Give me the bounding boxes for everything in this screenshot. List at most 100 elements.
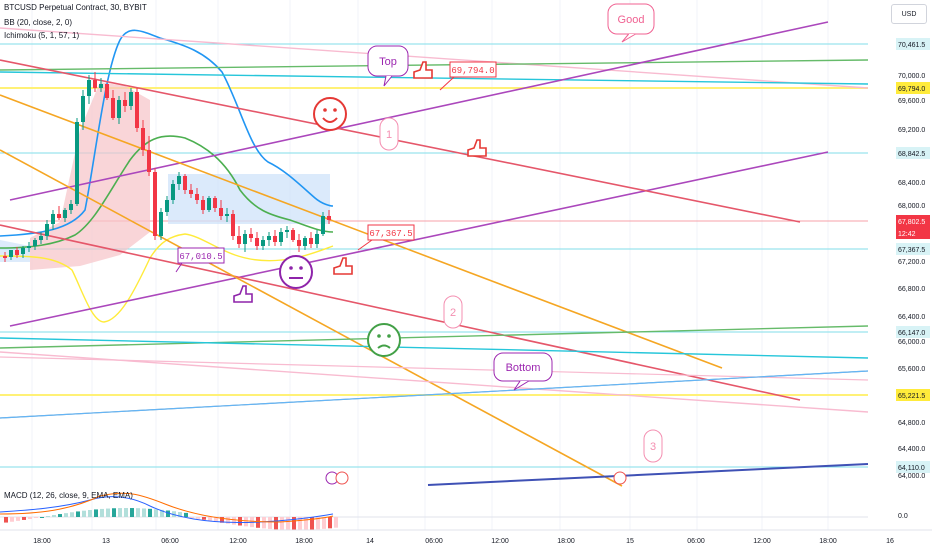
time-tick-label: 18:00 — [819, 538, 837, 545]
price-tick-label: 66,400.0 — [898, 314, 925, 321]
macd-histogram-bar — [208, 517, 212, 521]
neutral-face-icon-eye — [299, 266, 303, 270]
candle-body — [273, 236, 277, 242]
price-label-69794-box — [449, 61, 497, 78]
macd-histogram-bar — [268, 517, 272, 529]
trend-line — [0, 356, 869, 381]
callout-2-text: 2 — [450, 307, 456, 319]
candle-body — [303, 238, 307, 246]
candle-body — [201, 200, 205, 210]
candle-body — [27, 246, 31, 248]
price-tag-box — [896, 243, 930, 255]
candle-body — [327, 216, 331, 220]
macd-histogram-bar — [304, 517, 308, 530]
candle-body — [93, 80, 97, 88]
price-label-67010-text: 67,010.5 — [179, 252, 222, 262]
price-tag-label: 67,802.5 — [898, 219, 925, 226]
macd-histogram-bar — [16, 517, 20, 521]
price-tick-label: 67,200.0 — [898, 259, 925, 266]
legend-ichimoku[interactable]: Ichimoku (5, 1, 57, 1) — [4, 31, 80, 40]
candle-body — [159, 212, 163, 236]
bb-basis-line — [0, 135, 334, 249]
candle-body — [183, 176, 187, 190]
price-tag-box — [896, 82, 930, 94]
time-tick-label: 12:00 — [491, 538, 509, 545]
trend-line — [0, 59, 801, 223]
price-tag-label: 12:42 — [898, 231, 916, 238]
smile-face-icon-eye — [323, 108, 327, 112]
candle-body — [141, 128, 145, 150]
callout-bottom-tail — [513, 380, 530, 391]
candle-body — [321, 216, 325, 234]
callout-2-box — [443, 295, 463, 329]
price-label-69794-text: 69,794.0 — [451, 66, 494, 76]
legend-symbol[interactable]: BTCUSD Perpetual Contract, 30, BYBIT — [4, 3, 147, 12]
worried-face-icon-mouth — [377, 344, 391, 349]
candle-body — [45, 224, 49, 236]
price-label-67367-pointer — [357, 239, 373, 251]
worried-face-icon-eye — [377, 334, 381, 338]
callout-1-box — [379, 117, 399, 151]
price-tick-label: 65,600.0 — [898, 366, 925, 373]
macd-histogram-bar — [202, 517, 206, 520]
candle-body — [63, 210, 67, 218]
currency-button[interactable]: USD — [891, 4, 927, 24]
macd-histogram-bar — [88, 510, 92, 517]
neutral-face-icon — [279, 255, 313, 289]
time-tick-label: 13 — [102, 538, 110, 545]
trend-line — [0, 325, 869, 349]
macd-histogram-bar — [148, 508, 152, 517]
macd-histogram-bar — [226, 517, 230, 524]
bb-upper-line — [0, 29, 334, 237]
macd-histogram-bar — [172, 511, 176, 517]
price-tag-box — [896, 38, 930, 50]
candle-body — [291, 230, 295, 240]
price-tag-label: 66,147.0 — [898, 330, 925, 337]
trend-line — [0, 149, 623, 487]
candle-body — [237, 236, 241, 244]
candle-body — [105, 84, 109, 98]
macd-histogram-bar — [142, 508, 146, 517]
macd-histogram-bar — [64, 513, 68, 517]
candle-body — [129, 92, 133, 106]
macd-histogram-bar — [214, 517, 218, 522]
legend-bb[interactable]: BB (20, close, 2, 0) — [4, 18, 73, 27]
macd-histogram-bar — [34, 517, 38, 518]
macd-histogram-bar — [196, 517, 200, 519]
price-tag-label: 68,842.5 — [898, 151, 925, 158]
macd-axis-label: 0.0 — [898, 513, 908, 520]
callout-top-tail — [383, 75, 393, 87]
macd-histogram-bar — [118, 508, 122, 517]
price-label-67010-pointer — [175, 262, 183, 273]
macd-histogram-bar — [166, 510, 170, 517]
price-label-67010-box — [177, 247, 225, 264]
time-tick-label: 06:00 — [161, 538, 179, 545]
macd-histogram-bar — [220, 517, 224, 523]
candle-body — [249, 234, 253, 238]
macd-pane — [0, 492, 868, 530]
macd-histogram-bar — [82, 510, 86, 517]
callout-3-text: 3 — [650, 441, 656, 453]
macd-signal-line — [0, 492, 334, 523]
price-tick-label: 64,400.0 — [898, 446, 925, 453]
price-tag-box — [896, 389, 930, 401]
trend-line — [0, 71, 869, 85]
macd-histogram-bar — [52, 515, 56, 517]
trend-line — [0, 27, 869, 89]
macd-histogram-bar — [178, 512, 182, 517]
candle-body — [171, 184, 175, 200]
macd-histogram-bar — [40, 517, 44, 518]
smile-face-icon — [313, 97, 347, 131]
price-axis: 70,000.0 69,600.0 69,200.0 68,400.0 68,000.0… — [868, 0, 932, 550]
macd-histogram-bar — [184, 512, 188, 517]
price-tick-label: 68,000.0 — [898, 203, 925, 210]
candle-body — [147, 150, 151, 172]
candle-body — [153, 172, 157, 236]
legend-macd[interactable]: MACD (12, 26, close, 9, EMA, EMA) — [4, 491, 133, 500]
macd-histogram-bar — [4, 517, 8, 523]
price-tag-box — [896, 227, 930, 239]
candle-body — [57, 214, 61, 218]
time-tick-label: 12:00 — [229, 538, 247, 545]
